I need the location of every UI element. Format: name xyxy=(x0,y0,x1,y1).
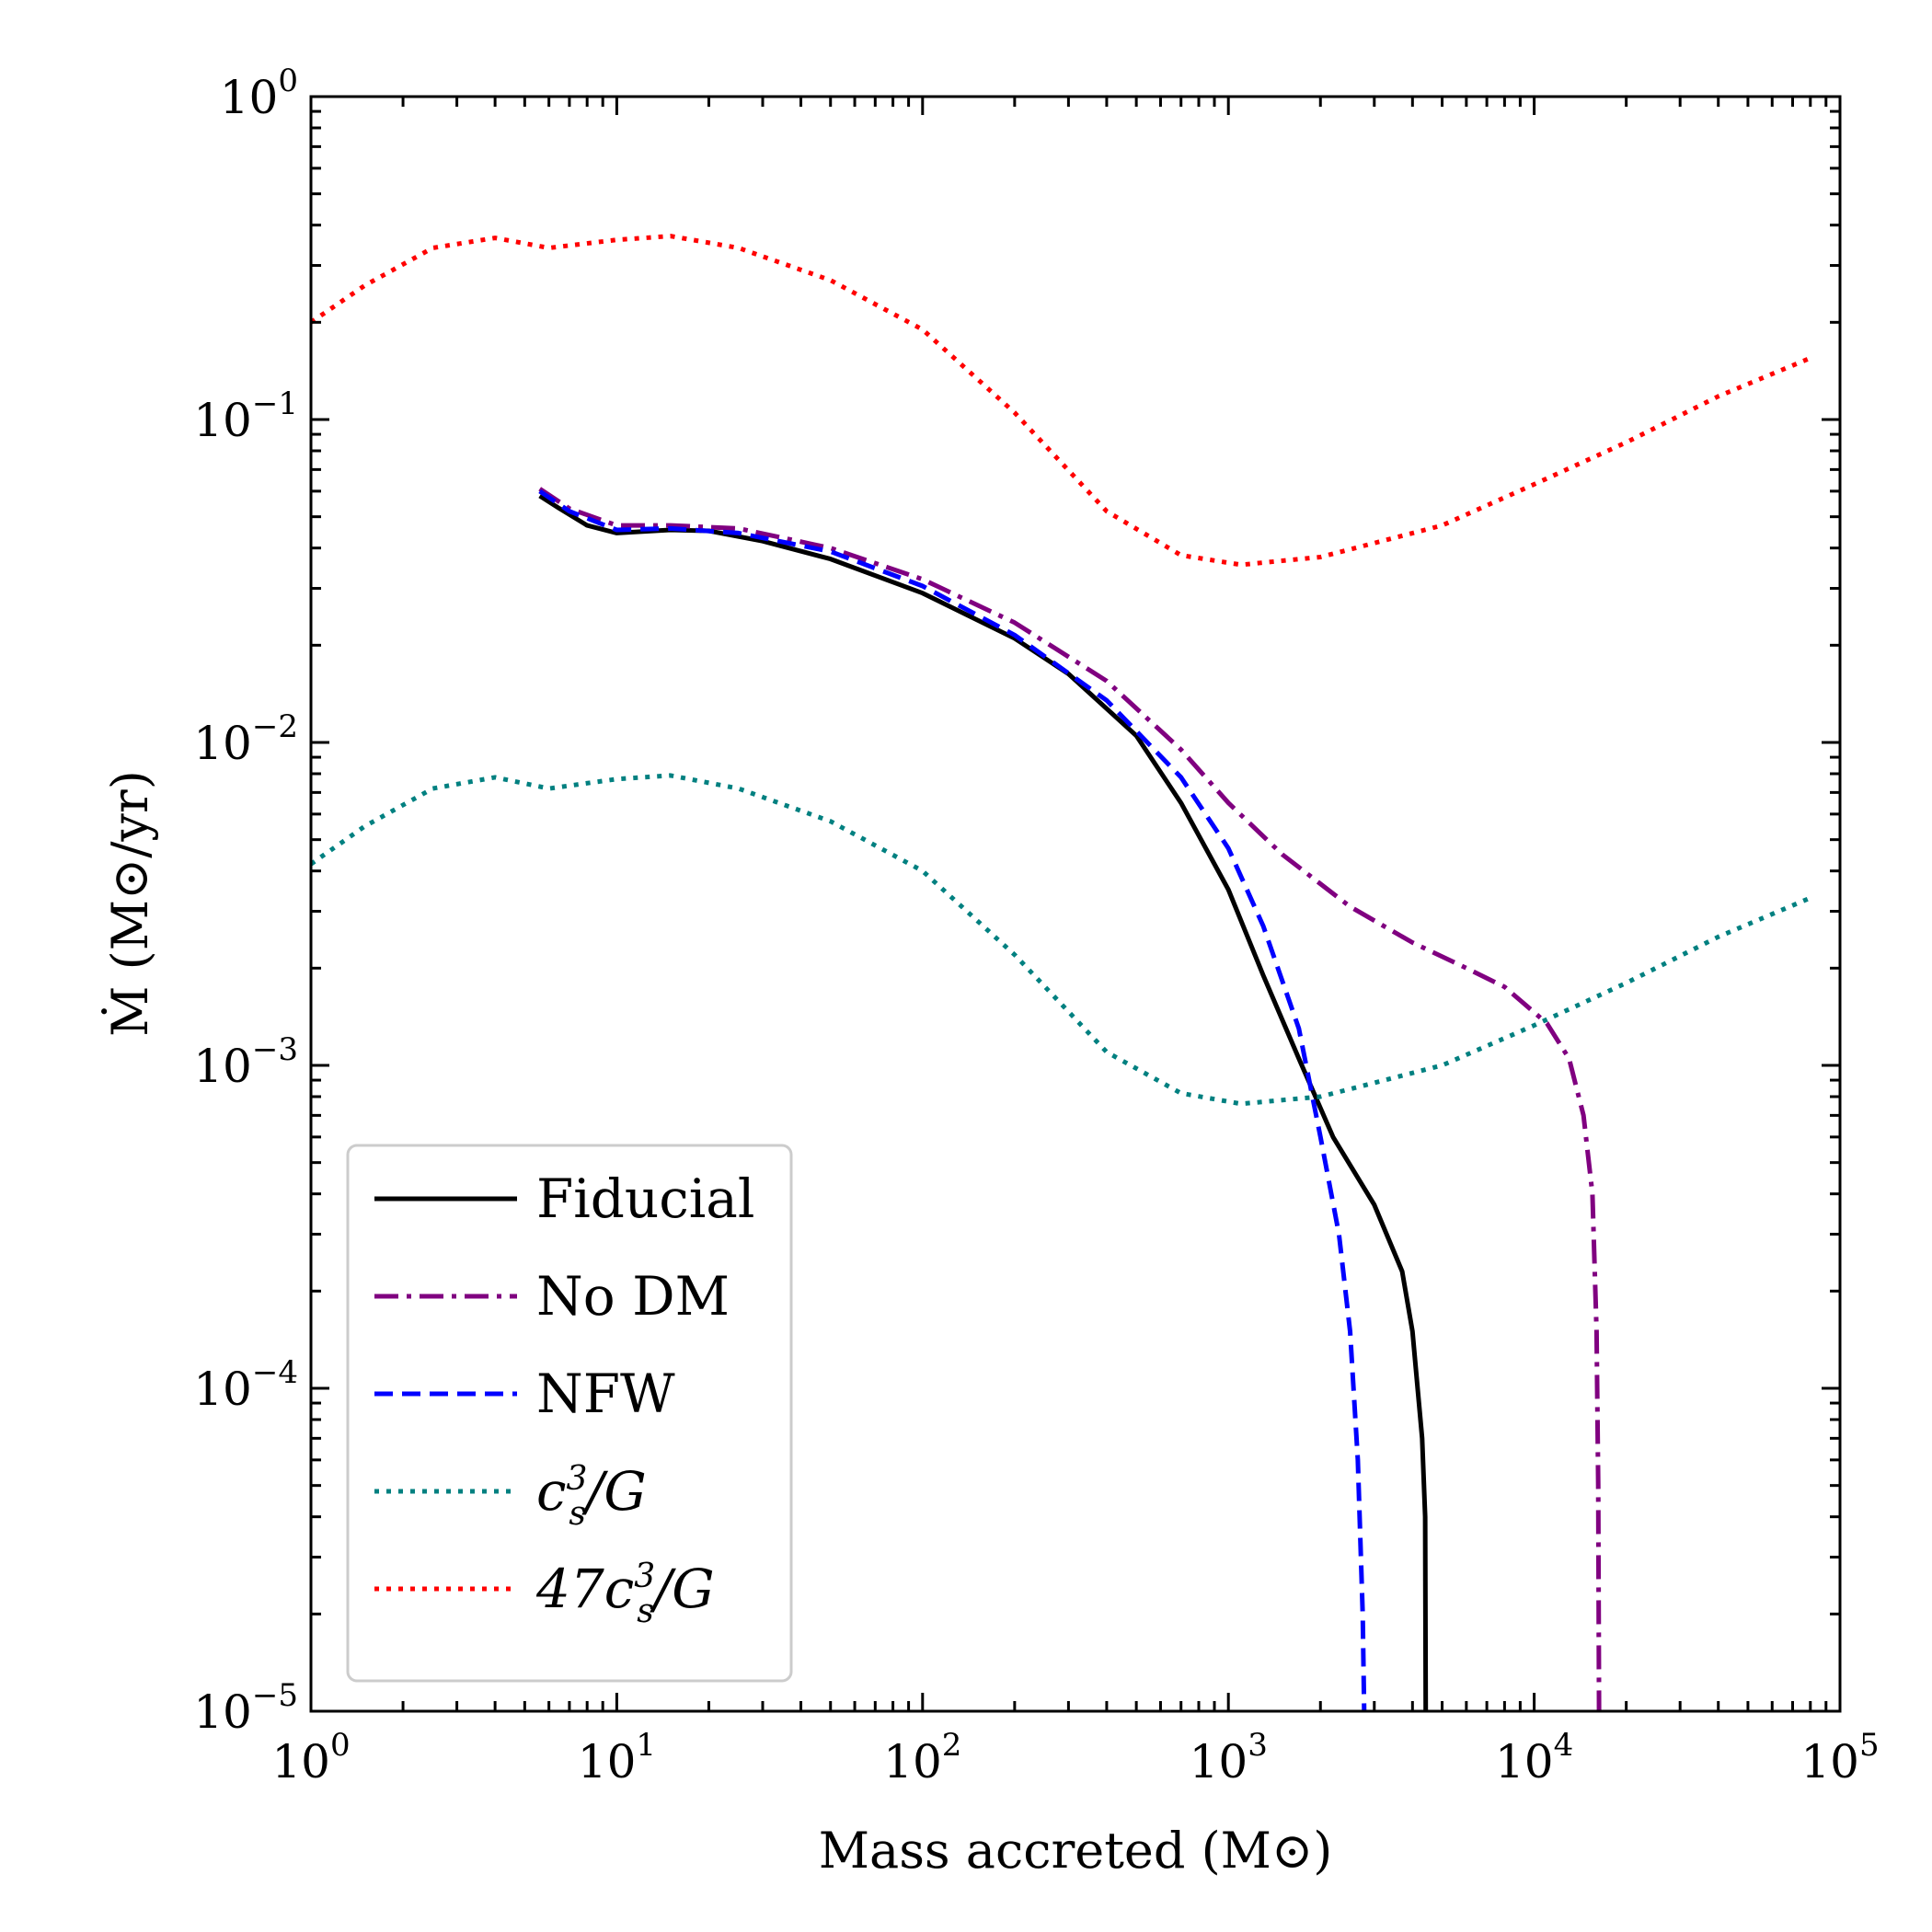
plot-frame xyxy=(309,95,1842,1713)
x-tick-label: 103 xyxy=(1190,1727,1268,1788)
legend-frame xyxy=(346,1144,793,1683)
x-tick-label: 101 xyxy=(578,1727,656,1788)
x-tick-label: 102 xyxy=(883,1727,961,1788)
series-layer xyxy=(311,234,1811,1711)
x-axis-label: Mass accreted (M⊙) xyxy=(819,1822,1333,1880)
tick-labels-layer: 100 101 102 103 104 105 100 10−1 10−2 10−3 10−4 10−… xyxy=(193,63,1879,1788)
y-axis-label: Ṁ (M⊙/yr) xyxy=(100,770,159,1037)
series-line-c-s-3-g xyxy=(311,773,1811,1107)
y-tick-label: 10−4 xyxy=(193,1354,298,1416)
x-tick-label: 100 xyxy=(271,1727,350,1788)
series-line-nfw xyxy=(538,489,1367,1711)
legend: Fiducial No DM NFW c3 s/G 47c3 s/G xyxy=(346,1144,793,1683)
x-tick-label: 104 xyxy=(1495,1727,1573,1788)
legend-label-cs3g47: 47c3 s/G xyxy=(535,1558,715,1630)
y-tick-label: 100 xyxy=(220,63,298,124)
y-tick-label: 10−5 xyxy=(193,1677,298,1739)
y-tick-label: 10−2 xyxy=(193,708,298,770)
legend-label-fiducial: Fiducial xyxy=(536,1167,754,1230)
x-tick-label: 105 xyxy=(1800,1727,1879,1788)
y-tick-label: 10−3 xyxy=(193,1031,298,1093)
legend-label-nfw: NFW xyxy=(536,1363,675,1425)
series-line-no-dm xyxy=(538,487,1602,1711)
legend-label-nodm: No DM xyxy=(536,1265,730,1328)
y-tick-label: 10−1 xyxy=(193,385,298,447)
legend-label-cs3g: c3 s/G xyxy=(536,1460,647,1533)
ticks-layer xyxy=(309,95,1842,1713)
